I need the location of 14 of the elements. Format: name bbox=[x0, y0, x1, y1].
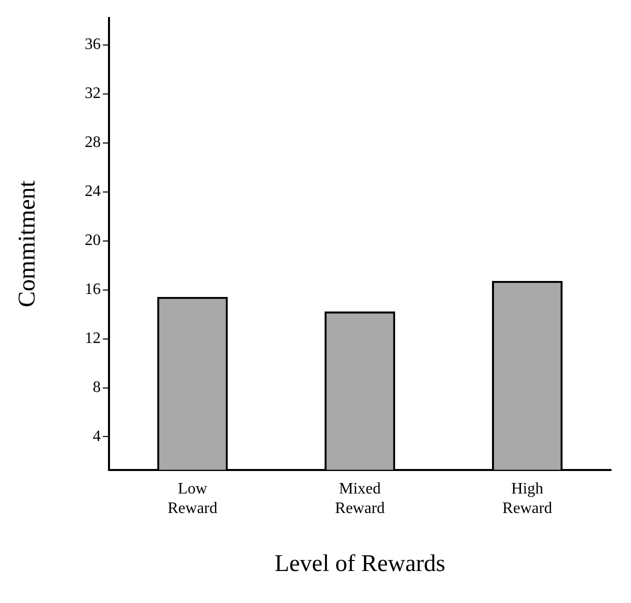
x-tick-label: Low Reward bbox=[168, 480, 218, 517]
x-tick-label: High Reward bbox=[502, 480, 552, 517]
y-axis-title: Commitment bbox=[14, 180, 41, 308]
y-tick-label: 32 bbox=[84, 85, 101, 102]
y-tick-label: 16 bbox=[84, 281, 101, 298]
y-tick-label: 8 bbox=[92, 378, 101, 396]
y-tick-label: 4 bbox=[92, 428, 101, 445]
y-tick-label: 36 bbox=[84, 36, 101, 54]
x-tick-label: Mixed Reward bbox=[335, 480, 385, 517]
y-tick-label: 12 bbox=[84, 330, 101, 347]
y-tick-label: 24 bbox=[84, 183, 101, 200]
y-tick-label: 20 bbox=[84, 232, 101, 250]
y-tick-label: 28 bbox=[84, 134, 101, 152]
x-axis-title: Level of Rewards bbox=[274, 550, 446, 577]
